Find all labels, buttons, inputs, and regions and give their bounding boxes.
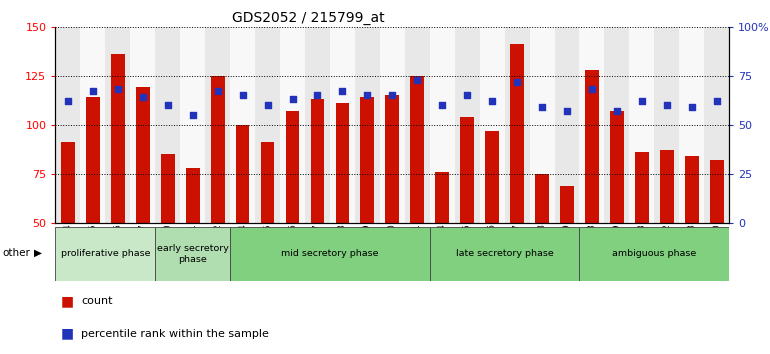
Point bbox=[87, 88, 99, 94]
Text: percentile rank within the sample: percentile rank within the sample bbox=[81, 329, 269, 339]
Bar bbox=[61, 142, 75, 223]
Bar bbox=[679, 27, 705, 223]
Bar bbox=[610, 111, 624, 223]
Point bbox=[436, 102, 448, 108]
Text: other: other bbox=[2, 248, 30, 258]
Bar bbox=[330, 27, 355, 223]
Bar bbox=[305, 27, 330, 223]
Bar bbox=[530, 27, 554, 223]
Bar bbox=[380, 27, 405, 223]
Point bbox=[136, 95, 149, 100]
Bar bbox=[111, 54, 125, 223]
Bar bbox=[430, 27, 455, 223]
Bar bbox=[435, 172, 449, 223]
Bar bbox=[211, 76, 225, 223]
Point bbox=[661, 102, 673, 108]
Bar bbox=[685, 156, 698, 223]
Point bbox=[162, 102, 174, 108]
Bar bbox=[355, 27, 380, 223]
Bar bbox=[410, 76, 424, 223]
Bar bbox=[460, 117, 474, 223]
Bar bbox=[660, 150, 674, 223]
Bar bbox=[504, 27, 530, 223]
Point bbox=[112, 87, 124, 92]
Bar bbox=[156, 27, 180, 223]
Bar bbox=[55, 27, 80, 223]
Bar bbox=[186, 168, 199, 223]
Point bbox=[461, 92, 474, 98]
Bar bbox=[310, 99, 324, 223]
Bar bbox=[705, 27, 729, 223]
Point bbox=[586, 87, 598, 92]
Point bbox=[685, 104, 698, 110]
Point bbox=[336, 88, 349, 94]
Bar bbox=[405, 27, 430, 223]
Point bbox=[411, 77, 424, 82]
Bar bbox=[710, 160, 724, 223]
Bar bbox=[485, 131, 499, 223]
Bar bbox=[55, 227, 156, 281]
Text: ■: ■ bbox=[61, 294, 74, 308]
Point bbox=[212, 88, 224, 94]
Text: late secretory phase: late secretory phase bbox=[456, 250, 554, 258]
Bar bbox=[430, 227, 580, 281]
Point bbox=[636, 98, 648, 104]
Bar bbox=[230, 227, 430, 281]
Bar bbox=[80, 27, 105, 223]
Bar bbox=[136, 87, 149, 223]
Bar bbox=[280, 27, 305, 223]
Bar bbox=[585, 70, 599, 223]
Text: count: count bbox=[81, 296, 112, 306]
Bar bbox=[86, 97, 100, 223]
Bar bbox=[654, 27, 679, 223]
Text: GDS2052 / 215799_at: GDS2052 / 215799_at bbox=[232, 11, 384, 25]
Point bbox=[236, 92, 249, 98]
Bar bbox=[580, 227, 729, 281]
Bar bbox=[161, 154, 175, 223]
Bar bbox=[180, 27, 205, 223]
Bar bbox=[560, 186, 574, 223]
Bar bbox=[455, 27, 480, 223]
Bar bbox=[205, 27, 230, 223]
Point bbox=[561, 108, 573, 114]
Bar bbox=[580, 27, 604, 223]
Point bbox=[536, 104, 548, 110]
Text: ■: ■ bbox=[61, 327, 74, 341]
Bar bbox=[130, 27, 156, 223]
Point bbox=[261, 102, 273, 108]
Bar bbox=[386, 95, 399, 223]
Text: ambiguous phase: ambiguous phase bbox=[612, 250, 696, 258]
Text: proliferative phase: proliferative phase bbox=[61, 250, 150, 258]
Text: early secretory
phase: early secretory phase bbox=[157, 244, 229, 264]
Bar bbox=[635, 152, 648, 223]
Bar bbox=[255, 27, 280, 223]
Point bbox=[511, 79, 524, 84]
Point bbox=[386, 92, 399, 98]
Bar bbox=[511, 44, 524, 223]
Bar bbox=[261, 142, 274, 223]
Bar bbox=[554, 27, 580, 223]
Bar bbox=[156, 227, 230, 281]
Point bbox=[186, 112, 199, 118]
Text: ▶: ▶ bbox=[34, 248, 42, 258]
Text: mid secretory phase: mid secretory phase bbox=[281, 250, 379, 258]
Bar bbox=[286, 111, 300, 223]
Bar bbox=[480, 27, 504, 223]
Bar bbox=[535, 174, 549, 223]
Point bbox=[286, 96, 299, 102]
Bar bbox=[236, 125, 249, 223]
Bar bbox=[230, 27, 255, 223]
Point bbox=[611, 108, 623, 114]
Bar bbox=[604, 27, 629, 223]
Point bbox=[361, 92, 373, 98]
Point bbox=[311, 92, 323, 98]
Bar bbox=[105, 27, 130, 223]
Point bbox=[711, 98, 723, 104]
Bar bbox=[360, 97, 374, 223]
Bar bbox=[336, 103, 350, 223]
Point bbox=[62, 98, 74, 104]
Point bbox=[486, 98, 498, 104]
Bar bbox=[629, 27, 654, 223]
